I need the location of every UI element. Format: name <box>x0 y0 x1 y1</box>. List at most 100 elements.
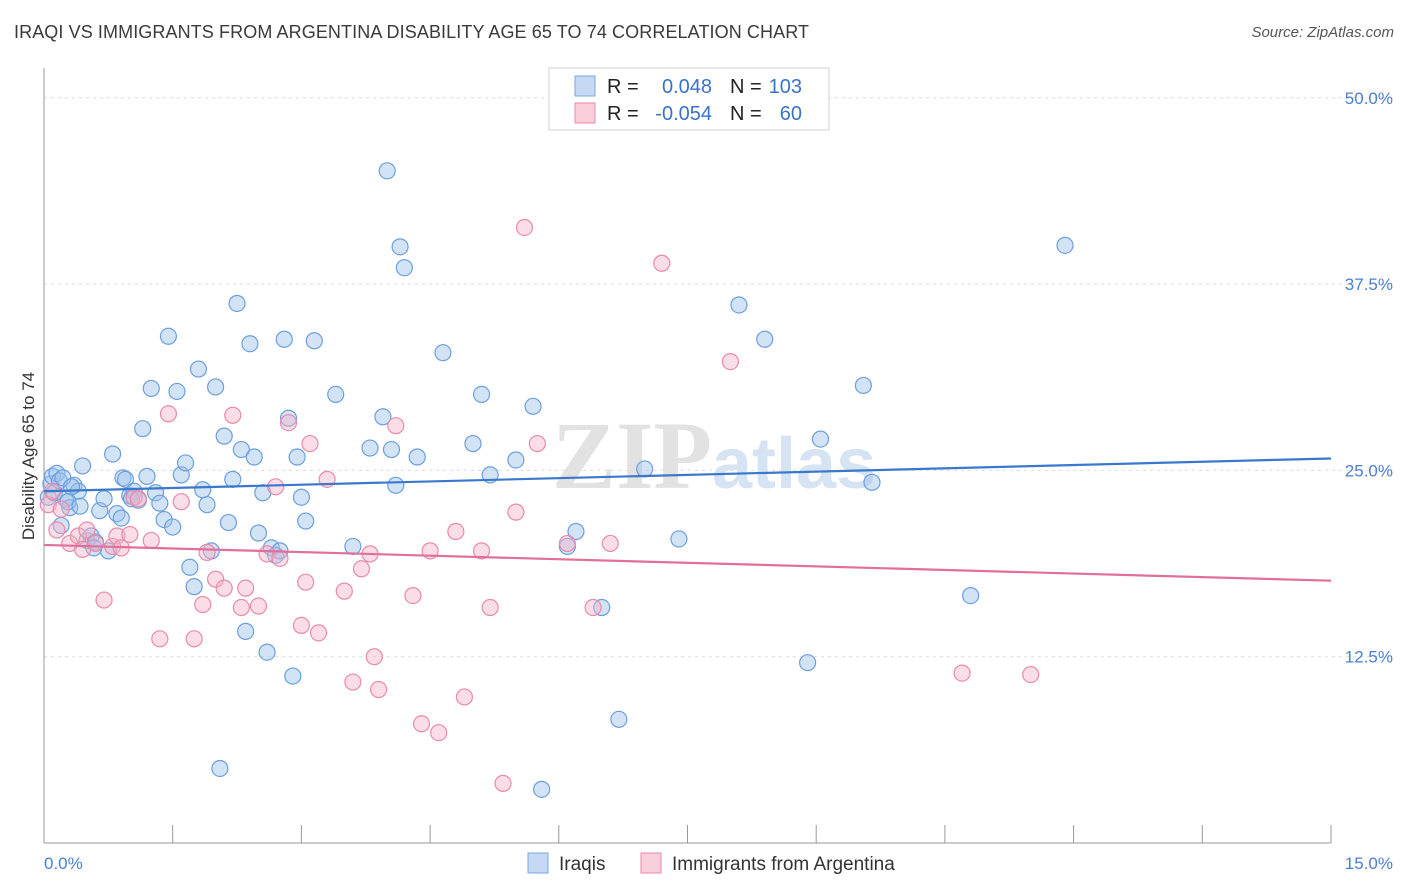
argentina-point <box>267 478 285 496</box>
legend-n-label-2: N = <box>730 103 762 125</box>
trend-lines <box>43 457 1332 582</box>
iraqis-point <box>224 470 242 488</box>
iraqis-point <box>62 478 81 496</box>
y-tick-label: 25.0% <box>1345 461 1393 480</box>
iraqis-point <box>134 420 152 438</box>
iraqis-point <box>507 451 525 469</box>
iraqis-point <box>344 537 362 556</box>
legend-box <box>548 67 830 131</box>
argentina-point <box>494 774 512 792</box>
argentina-point <box>207 570 225 588</box>
argentina-point <box>721 353 740 371</box>
x-tick-label-max: 15.0% <box>1345 854 1393 873</box>
iraqis-point <box>378 162 396 180</box>
iraqis-point <box>863 473 881 491</box>
iraqis-point <box>288 448 306 466</box>
iraqis-point <box>464 434 482 453</box>
iraqis-point <box>361 439 379 457</box>
bottom-legend: Iraqis Immigrants from Argentina <box>527 852 895 875</box>
argentina-point <box>301 434 319 453</box>
iraqis-point <box>54 469 72 487</box>
argentina-point <box>172 493 190 511</box>
iraqis-point <box>533 780 551 798</box>
argentina-point <box>292 616 310 635</box>
argentina-point <box>412 715 431 733</box>
argentina-point <box>344 673 362 691</box>
argentina-point <box>558 534 576 553</box>
argentina-point <box>215 579 233 597</box>
iraqis-point <box>237 622 255 640</box>
argentina-point <box>404 586 422 605</box>
iraqis-point <box>104 445 122 463</box>
iraqis-point <box>387 476 405 494</box>
iraqis-point <box>275 330 293 348</box>
chart-title: IRAQI VS IMMIGRANTS FROM ARGENTINA DISAB… <box>14 22 810 42</box>
iraqis-point <box>305 332 323 350</box>
iraqis-point <box>95 490 113 508</box>
argentina-point <box>279 414 298 432</box>
watermark-atlas: atlas <box>712 424 876 504</box>
argentina-point <box>39 496 57 514</box>
iraqis-point <box>142 379 160 398</box>
argentina-point <box>507 503 525 521</box>
argentina-point <box>48 521 66 539</box>
argentina-point <box>78 521 96 539</box>
grid-lines <box>44 97 1393 658</box>
legend-n-value-iraqis: 103 <box>769 76 802 98</box>
bottom-legend-swatch-iraqis <box>527 852 549 874</box>
iraqis-point <box>181 558 199 576</box>
iraqis-point <box>198 496 216 514</box>
argentina-point <box>455 688 474 706</box>
y-tick-labels: 12.5% 25.0% 37.5% 50.0% <box>1345 89 1393 667</box>
argentina-point <box>335 582 353 600</box>
argentina-point <box>69 527 87 545</box>
iraqis-point <box>138 467 156 485</box>
iraqis-point <box>241 335 259 353</box>
argentina-point <box>232 598 250 617</box>
iraqis-point <box>799 654 817 672</box>
iraqis-point <box>219 513 238 532</box>
legend-r-value-argentina: -0.054 <box>655 103 712 125</box>
argentina-point <box>129 490 147 508</box>
y-tick-label: 37.5% <box>1345 275 1393 294</box>
iraqis-point <box>168 382 186 401</box>
argentina-point <box>142 531 160 550</box>
iraqis-point <box>211 759 229 778</box>
iraqis-point <box>207 378 225 396</box>
argentina-point <box>447 522 465 541</box>
iraqis-point <box>635 460 654 478</box>
legend-r-label-2: R = <box>607 103 639 125</box>
argentina-point <box>601 534 619 553</box>
argentina-point <box>237 579 255 597</box>
iraqis-point <box>670 530 688 548</box>
bottom-legend-swatch-argentina <box>640 852 662 874</box>
legend-n-label: N = <box>730 76 762 98</box>
argentina-point <box>653 254 671 272</box>
legend-swatch-iraqis <box>574 75 596 97</box>
argentina-trend-line <box>43 543 1332 582</box>
y-tick-label: 12.5% <box>1345 648 1393 667</box>
iraqis-point <box>1056 236 1074 254</box>
iraqis-point <box>258 643 276 661</box>
argentina-point <box>121 525 139 544</box>
argentina-point <box>52 500 70 518</box>
iraqis-point <box>116 470 135 488</box>
argentina-point <box>528 434 546 453</box>
iraqis-point <box>71 497 89 515</box>
iraqis-point <box>395 259 413 277</box>
x-ticks <box>43 825 1332 843</box>
iraqis-point <box>730 296 748 314</box>
argentina-point <box>297 573 315 591</box>
argentina-point <box>86 534 105 553</box>
iraqis-point <box>854 376 872 395</box>
argentina-point <box>365 648 383 666</box>
iraqis-point <box>382 440 401 459</box>
argentina-point <box>352 560 371 578</box>
iraqis-point <box>232 440 250 459</box>
argentina-point <box>953 664 971 682</box>
argentina-point <box>584 598 602 617</box>
iraqis-point <box>524 397 542 415</box>
iraqis-point <box>189 360 208 378</box>
iraqis-point <box>472 385 491 403</box>
